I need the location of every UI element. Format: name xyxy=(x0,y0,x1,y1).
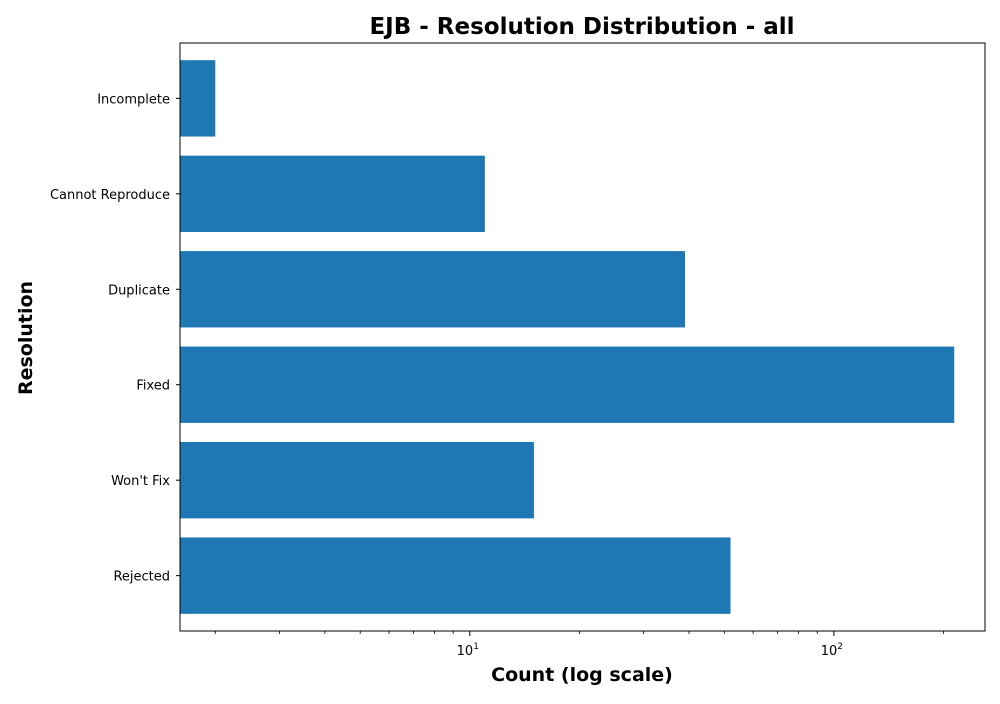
bar xyxy=(180,346,955,423)
plot-area: Incomplete Cannot Reproduce Duplicate Fixed… xyxy=(50,42,986,659)
x-tick-label: 102 xyxy=(821,642,843,659)
y-tick-label: Rejected xyxy=(113,570,170,585)
y-tick-label: Won't Fix xyxy=(111,474,170,489)
x-axis-title: Count (log scale) xyxy=(491,664,673,686)
bar xyxy=(180,251,685,328)
x-tick-label: 101 xyxy=(457,642,479,659)
plot-frame xyxy=(179,42,986,632)
bar xyxy=(180,442,534,519)
y-tick-label: Incomplete xyxy=(97,92,170,107)
chart-title: EJB - Resolution Distribution - all xyxy=(369,14,794,40)
bar xyxy=(180,155,485,232)
bar xyxy=(180,60,216,137)
y-tick-label: Cannot Reproduce xyxy=(50,188,170,203)
y-axis-title: Resolution xyxy=(15,281,37,395)
y-tick-label: Fixed xyxy=(136,379,170,394)
y-tick-label: Duplicate xyxy=(108,283,170,298)
bar xyxy=(180,537,731,614)
